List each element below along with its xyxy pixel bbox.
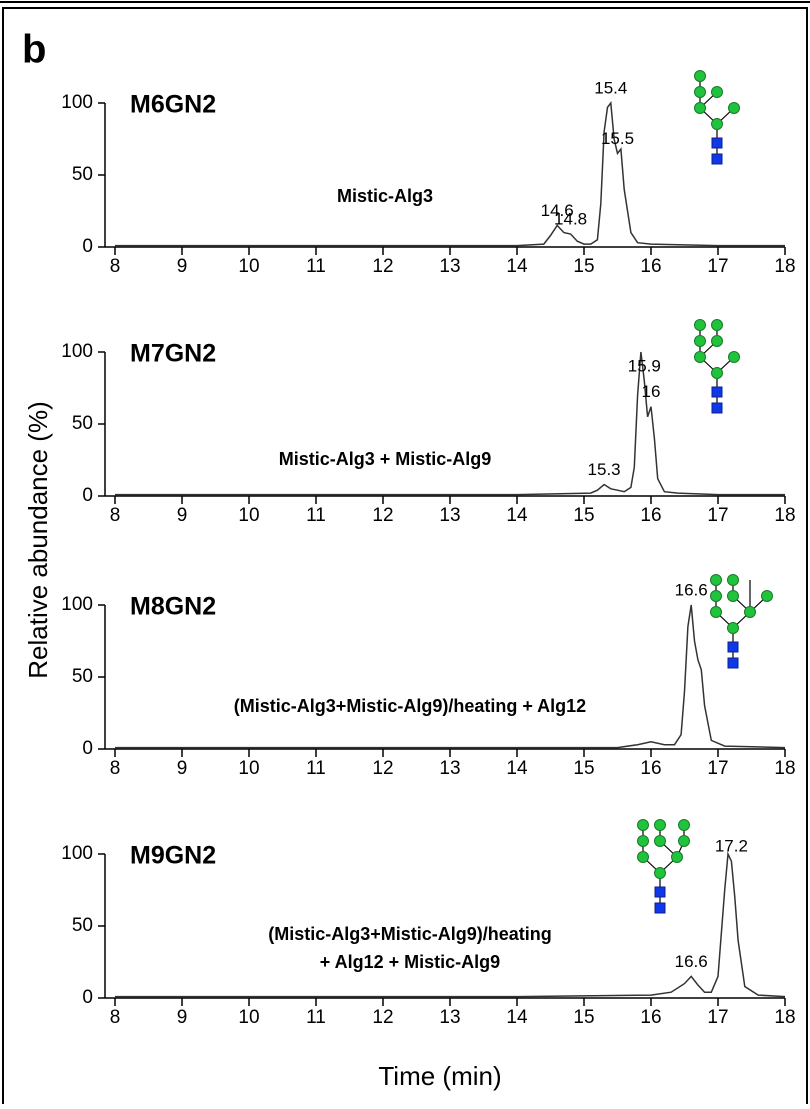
panel-label: b — [22, 28, 46, 72]
x-tick-label: 8 — [110, 1007, 121, 1028]
x-tick-label: 8 — [110, 505, 121, 526]
y-tick-label: 0 — [82, 738, 93, 759]
chart-panel: 0 50 100 8 9 10 11 12 13 14 15 16 17 18 M6GN2 Mistic-Al… — [61, 78, 795, 277]
glycan-m9 — [637, 819, 690, 914]
chromatogram-trace — [115, 851, 786, 998]
glycan-m6 — [694, 70, 740, 165]
peak-label: 15.9 — [628, 356, 661, 375]
y-tick-label: 50 — [72, 666, 93, 687]
x-tick-label: 10 — [238, 256, 259, 277]
x-tick-label: 9 — [177, 505, 188, 526]
y-tick-label: 100 — [61, 92, 93, 113]
y-tick-label: 100 — [61, 843, 93, 864]
x-tick-label: 17 — [707, 758, 728, 779]
chart-panel: 0 50 100 8 9 10 11 12 13 14 15 16 17 18 M9GN2 (Mistic-A… — [61, 837, 795, 1028]
chromatogram-trace — [115, 351, 785, 496]
annotation: + Alg12 + Mistic-Alg9 — [320, 952, 500, 972]
x-tick-label: 14 — [506, 1007, 528, 1028]
x-tick-label: 10 — [238, 758, 259, 779]
x-tick-label: 9 — [177, 256, 188, 277]
x-tick-label: 11 — [306, 758, 326, 779]
x-tick-label: 12 — [372, 505, 393, 526]
annotation: Mistic-Alg3 + Mistic-Alg9 — [279, 449, 492, 469]
x-tick-label: 8 — [110, 256, 121, 277]
x-tick-label: 14 — [506, 758, 528, 779]
x-tick-label: 11 — [306, 1007, 326, 1028]
x-tick-label: 18 — [774, 1007, 795, 1028]
annotation: Mistic-Alg3 — [337, 186, 433, 206]
x-tick-label: 12 — [372, 1007, 393, 1028]
x-tick-label: 18 — [774, 505, 795, 526]
x-tick-label: 14 — [506, 256, 528, 277]
x-tick-label: 10 — [238, 505, 259, 526]
glycan-m8 — [710, 574, 773, 669]
y-tick-label: 50 — [72, 915, 93, 936]
chromatogram-trace — [115, 604, 786, 749]
peak-label: 17.2 — [715, 837, 748, 856]
panel-title: M7GN2 — [130, 340, 216, 368]
glycan-m7 — [694, 319, 740, 414]
x-tick-label: 15 — [573, 505, 594, 526]
peak-label: 14.8 — [554, 210, 587, 229]
chromatogram-trace — [115, 101, 785, 247]
x-tick-label: 12 — [372, 256, 393, 277]
x-tick-label: 13 — [439, 758, 460, 779]
y-tick-label: 0 — [82, 987, 93, 1008]
x-tick-label: 16 — [640, 505, 661, 526]
y-tick-label: 0 — [82, 485, 93, 506]
x-tick-label: 18 — [774, 256, 795, 277]
peak-label: 14.6 — [541, 201, 574, 220]
peak-label: 15.3 — [588, 460, 621, 479]
panel-title: M9GN2 — [130, 842, 216, 870]
x-tick-label: 17 — [707, 1007, 728, 1028]
peak-label: 16.6 — [675, 580, 708, 599]
x-tick-label: 13 — [439, 256, 460, 277]
y-axis-label: Relative abundance (%) — [23, 401, 53, 679]
x-tick-label: 15 — [573, 1007, 594, 1028]
x-tick-label: 16 — [640, 1007, 661, 1028]
x-tick-label: 16 — [640, 256, 661, 277]
x-tick-label: 9 — [177, 1007, 188, 1028]
x-tick-label: 15 — [573, 256, 594, 277]
peak-label: 15.5 — [601, 129, 634, 148]
annotation: (Mistic-Alg3+Mistic-Alg9)/heating — [268, 924, 552, 944]
x-tick-label: 8 — [110, 758, 121, 779]
x-tick-label: 13 — [439, 505, 460, 526]
x-tick-label: 18 — [774, 758, 795, 779]
peak-label: 16.6 — [675, 952, 708, 971]
peak-label: 15.4 — [594, 78, 627, 97]
x-tick-label: 14 — [506, 505, 528, 526]
x-tick-label: 11 — [306, 505, 326, 526]
y-tick-label: 100 — [61, 341, 93, 362]
chart-panel: 0 50 100 8 9 10 11 12 13 14 15 16 17 18 M8GN2 (Mistic-A… — [61, 580, 795, 779]
y-tick-label: 50 — [72, 164, 93, 185]
x-tick-label: 9 — [177, 758, 188, 779]
peak-label: 16 — [642, 382, 661, 401]
x-tick-label: 17 — [707, 256, 728, 277]
x-axis-label: Time (min) — [378, 1061, 501, 1091]
x-tick-label: 16 — [640, 758, 661, 779]
x-tick-label: 11 — [306, 256, 326, 277]
y-tick-label: 50 — [72, 413, 93, 434]
x-tick-label: 15 — [573, 758, 594, 779]
y-tick-label: 100 — [61, 594, 93, 615]
annotation: (Mistic-Alg3+Mistic-Alg9)/heating + Alg1… — [234, 696, 586, 716]
x-tick-label: 13 — [439, 1007, 460, 1028]
x-tick-label: 17 — [707, 505, 728, 526]
panel-title: M6GN2 — [130, 91, 216, 119]
panel-title: M8GN2 — [130, 593, 216, 621]
chart-panel: 0 50 100 8 9 10 11 12 13 14 15 16 17 18 M7GN2 Mistic-Al… — [61, 340, 795, 526]
y-tick-label: 0 — [82, 236, 93, 257]
x-tick-label: 10 — [238, 1007, 259, 1028]
x-tick-label: 12 — [372, 758, 393, 779]
